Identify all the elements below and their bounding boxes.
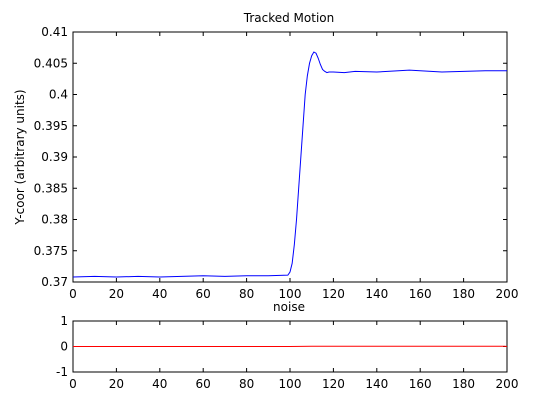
noise-x-tick-label: 200 xyxy=(496,377,519,391)
noise-x-tick-label: 180 xyxy=(452,377,475,391)
noise-y-tick-label: 1 xyxy=(60,314,68,328)
main-y-tick-label: 0.375 xyxy=(34,244,68,258)
main-x-tick-label: 160 xyxy=(409,287,432,301)
main-series-line xyxy=(72,51,507,278)
noise-x-tick-label: 140 xyxy=(365,377,388,391)
main-x-tick-label: 120 xyxy=(322,287,345,301)
noise-x-tick-label: 60 xyxy=(196,377,211,391)
main-y-tick-label: 0.395 xyxy=(34,119,68,133)
main-x-tick-label: 0 xyxy=(69,287,77,301)
noise-x-tick-label: 100 xyxy=(279,377,302,391)
main-y-tick-label: 0.37 xyxy=(41,275,68,289)
noise-y-tick-label: -1 xyxy=(56,365,68,379)
main-y-tick-label: 0.385 xyxy=(34,181,68,195)
main-x-tick-label: 200 xyxy=(496,287,519,301)
main-x-tick-label: 20 xyxy=(109,287,124,301)
main-y-axis-label: Y-coor (arbitrary units) xyxy=(13,89,27,225)
main-x-tick-label: 60 xyxy=(196,287,211,301)
main-x-tick-label: 100 xyxy=(279,287,302,301)
main-x-tick-label: 140 xyxy=(365,287,388,301)
main-plot: Tracked Motion 0 20 40 60 80 100 120 140 160 180 2… xyxy=(13,11,518,301)
noise-plot: noise 0 20 40 60 80 100 120 140 160 180 200 -101 xyxy=(56,300,518,391)
noise-x-ticks: 0 20 40 60 80 100 120 140 160 180 200 xyxy=(69,321,518,391)
main-chart-title: Tracked Motion xyxy=(243,11,334,25)
main-y-tick-label: 0.39 xyxy=(41,150,68,164)
noise-x-tick-label: 120 xyxy=(322,377,345,391)
main-y-ticks: 0.37 0.375 0.38 0.385 0.39 0.395 0.4 0.405 0.41 xyxy=(34,25,507,289)
noise-x-tick-label: 0 xyxy=(69,377,77,391)
main-y-tick-label: 0.4 xyxy=(49,88,68,102)
noise-y-tick-label: 0 xyxy=(60,340,68,354)
main-y-tick-label: 0.405 xyxy=(34,56,68,70)
main-y-tick-label: 0.38 xyxy=(41,213,68,227)
noise-x-tick-label: 160 xyxy=(409,377,432,391)
noise-x-tick-label: 20 xyxy=(109,377,124,391)
main-x-tick-label: 80 xyxy=(239,287,254,301)
main-x-tick-label: 180 xyxy=(452,287,475,301)
main-x-tick-label: 40 xyxy=(152,287,167,301)
noise-x-tick-label: 40 xyxy=(152,377,167,391)
noise-chart-title: noise xyxy=(273,300,305,314)
main-plot-frame xyxy=(72,31,508,283)
noise-x-tick-label: 80 xyxy=(239,377,254,391)
main-x-ticks: 0 20 40 60 80 100 120 140 160 180 200 xyxy=(69,32,518,301)
main-y-tick-label: 0.41 xyxy=(41,25,68,39)
